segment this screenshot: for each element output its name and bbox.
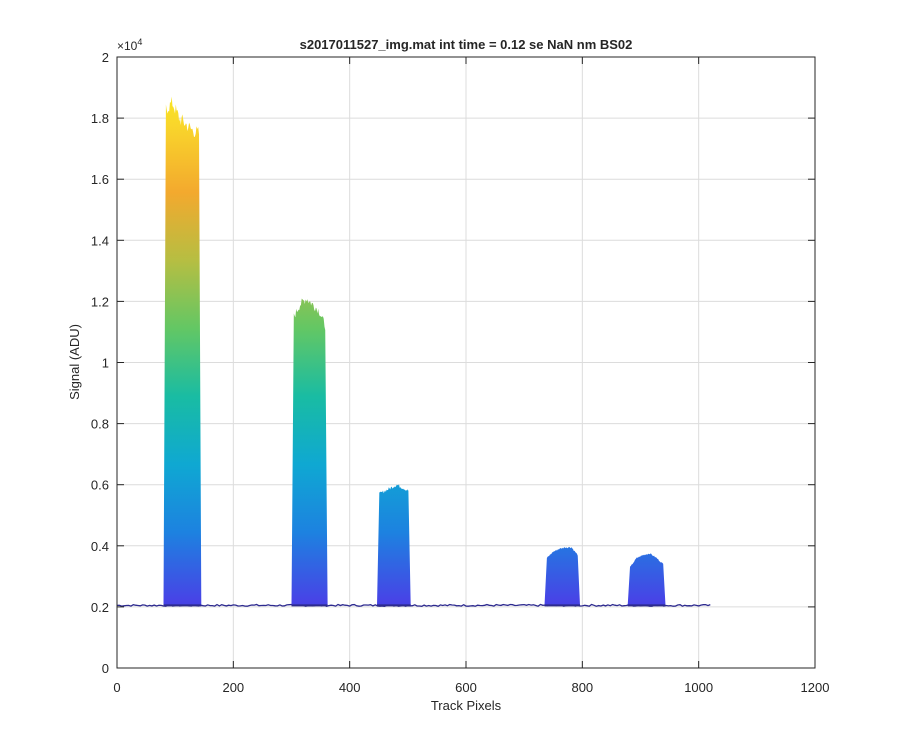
y-tick-label: 2 xyxy=(102,50,109,65)
y-exponent-label: ×104 xyxy=(117,37,142,53)
signal-peak-1 xyxy=(163,96,202,606)
x-tick-label: 800 xyxy=(571,680,593,695)
y-tick-label: 1.8 xyxy=(91,111,109,126)
axis-ticks: 0 200 400 600 800 1000 1200 0 0.2 0.4 0.6 0.8 1 1.2 1.… xyxy=(91,50,830,695)
chart-title: s2017011527_img.mat int time = 0.12 se N… xyxy=(300,37,633,52)
y-tick-label: 0.6 xyxy=(91,478,109,493)
y-tick-label: 0.4 xyxy=(91,539,109,554)
signal-peak-3 xyxy=(377,484,411,606)
x-tick-label: 1200 xyxy=(801,680,830,695)
x-tick-label: 400 xyxy=(339,680,361,695)
signal-peak-2 xyxy=(291,298,328,606)
y-tick-label: 1 xyxy=(102,356,109,371)
y-tick-label: 0 xyxy=(102,661,109,676)
x-tick-label: 0 xyxy=(113,680,120,695)
y-tick-label: 0.8 xyxy=(91,417,109,432)
y-tick-label: 0.2 xyxy=(91,600,109,615)
y-axis-label: Signal (ADU) xyxy=(67,324,82,400)
grid xyxy=(117,57,815,668)
y-tick-label: 1.2 xyxy=(91,294,109,309)
x-tick-label: 600 xyxy=(455,680,477,695)
signal-series xyxy=(117,96,711,608)
signal-peak-5 xyxy=(627,553,666,606)
y-tick-label: 1.4 xyxy=(91,233,109,248)
baseline-trace xyxy=(117,603,711,608)
y-tick-label: 1.6 xyxy=(91,172,109,187)
x-tick-label: 1000 xyxy=(684,680,713,695)
x-tick-label: 200 xyxy=(222,680,244,695)
signal-peak-4 xyxy=(544,546,580,606)
x-axis-label: Track Pixels xyxy=(431,698,502,713)
